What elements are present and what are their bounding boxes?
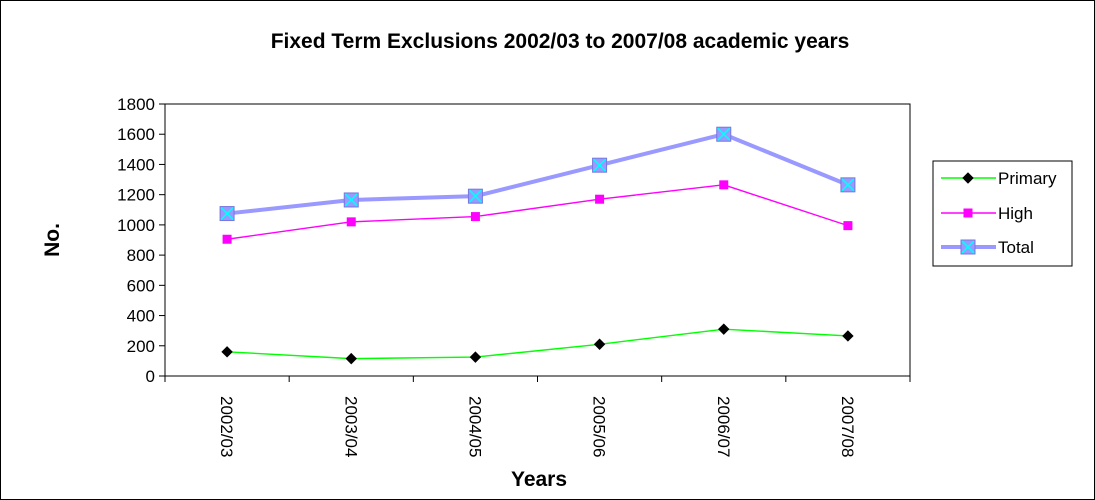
y-tick-label: 1400 — [117, 155, 155, 174]
marker-cross — [961, 240, 975, 254]
legend-item-high: High — [941, 204, 1033, 223]
marker-cross — [344, 193, 358, 207]
series-line — [226, 184, 849, 240]
x-tick-label: 2002/03 — [217, 396, 236, 457]
marker-cross — [468, 189, 482, 203]
data-point — [719, 180, 729, 190]
data-point — [343, 192, 359, 208]
data-point — [469, 351, 482, 363]
data-point — [470, 212, 480, 222]
data-point — [346, 217, 356, 227]
chart-title: Fixed Term Exclusions 2002/03 to 2007/08… — [271, 30, 850, 53]
y-tick-label: 0 — [146, 367, 155, 386]
series-line — [226, 132, 849, 216]
y-axis: 0 200 400 600 800 1000 1200 1400 1600 1800 — [117, 95, 165, 386]
x-tick-label: 2003/04 — [341, 396, 360, 457]
legend: Primary High Total — [932, 160, 1073, 267]
legend-swatch-marker — [962, 172, 974, 184]
data-point — [843, 221, 853, 231]
marker-cross — [717, 127, 731, 141]
series-layer — [219, 126, 856, 365]
data-point — [840, 177, 856, 193]
legend-swatch-marker — [963, 208, 973, 218]
x-tick-label: 2004/05 — [465, 396, 484, 457]
series-total — [219, 126, 856, 222]
series-primary — [221, 323, 854, 365]
legend-swatch-marker — [960, 239, 976, 255]
marker-cross — [593, 158, 607, 172]
y-tick-label: 600 — [127, 276, 155, 295]
y-tick-label: 800 — [127, 246, 155, 265]
x-tick-label: 2007/08 — [838, 396, 857, 457]
x-axis: 2002/03 2003/04 2004/05 2005/06 2006/07 2007/… — [164, 376, 911, 457]
data-point — [219, 206, 235, 222]
x-tick-label: 2005/06 — [590, 396, 609, 457]
y-tick-label: 200 — [127, 337, 155, 356]
marker-cross — [220, 206, 234, 221]
data-point — [595, 194, 605, 204]
y-tick-label: 400 — [127, 307, 155, 326]
data-point — [467, 188, 483, 204]
legend-label: Total — [998, 238, 1034, 257]
x-axis-title: Years — [511, 468, 567, 491]
y-tick-label: 1000 — [117, 216, 155, 235]
data-point — [593, 338, 606, 350]
data-point — [221, 346, 233, 358]
y-tick-label: 1800 — [117, 95, 155, 114]
y-tick-label: 1200 — [117, 186, 155, 205]
marker-cross — [841, 178, 855, 192]
plot-area — [164, 103, 911, 377]
data-point — [842, 330, 854, 342]
x-tick-label: 2006/07 — [714, 396, 733, 457]
data-point — [345, 352, 357, 365]
legend-item-total: Total — [941, 238, 1034, 257]
data-point — [592, 157, 608, 173]
legend-label: Primary — [998, 169, 1057, 188]
legend-label: High — [998, 204, 1033, 223]
y-axis-title: No. — [41, 223, 64, 257]
data-point — [718, 323, 730, 335]
legend-item-primary: Primary — [941, 169, 1057, 188]
y-tick-label: 1600 — [117, 125, 155, 144]
series-high — [222, 180, 853, 244]
series-line — [227, 328, 848, 360]
data-point — [716, 126, 732, 142]
data-point — [222, 234, 232, 244]
